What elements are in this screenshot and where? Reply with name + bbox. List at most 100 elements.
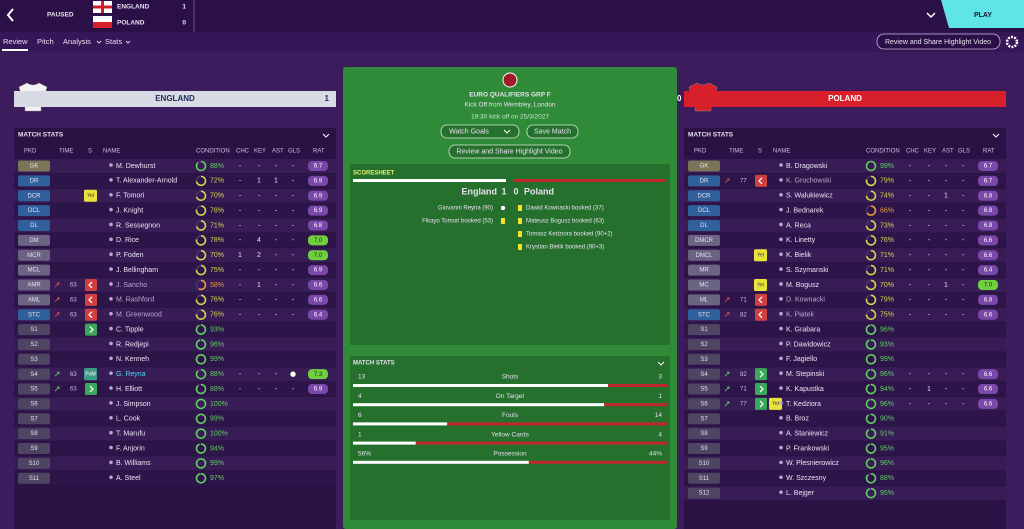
player-row[interactable]: [14, 382, 336, 397]
condition: 73%: [880, 222, 894, 229]
player-row[interactable]: [684, 307, 1006, 322]
player-row[interactable]: [14, 307, 336, 322]
player-row[interactable]: [14, 456, 336, 471]
collapse[interactable]: [322, 133, 330, 138]
button[interactable]: [448, 144, 571, 159]
player-row[interactable]: [14, 426, 336, 441]
share-button[interactable]: [876, 33, 1001, 50]
condition: 88%: [210, 386, 224, 393]
player-row[interactable]: [684, 263, 1006, 278]
player-row[interactable]: [684, 337, 1006, 352]
section-title: MATCH STATS: [18, 132, 64, 139]
scoresheet-title: SCORESHEET: [353, 171, 395, 177]
player-row[interactable]: [684, 277, 1006, 292]
player-row[interactable]: [684, 188, 1006, 203]
tab[interactable]: Analysis: [63, 37, 91, 46]
player-row[interactable]: [684, 486, 1006, 501]
player-row[interactable]: [14, 159, 336, 173]
rating: 6.8: [984, 297, 993, 303]
player-row[interactable]: [684, 426, 1006, 441]
condition-ring: [195, 205, 207, 216]
player-row[interactable]: [684, 322, 1006, 337]
stat-ast: -: [275, 282, 278, 289]
tab[interactable]: Review: [3, 37, 28, 46]
stat-key: 1: [257, 178, 261, 185]
rating: 6.9: [314, 193, 323, 199]
player-row[interactable]: [684, 248, 1006, 263]
player-icon: [109, 386, 113, 390]
player-row[interactable]: [14, 263, 336, 278]
stat-gls: -: [962, 193, 965, 200]
back-button[interactable]: [6, 8, 14, 22]
player-row[interactable]: [14, 352, 336, 367]
condition: 74%: [880, 193, 894, 200]
watch-dropdown[interactable]: [503, 129, 511, 134]
stat-ast: -: [275, 193, 278, 200]
player-name: K. Grabara: [786, 326, 820, 333]
tab[interactable]: Stats: [105, 37, 122, 46]
player-row[interactable]: [14, 411, 336, 426]
player-row[interactable]: [14, 337, 336, 352]
condition-ring: [865, 443, 877, 454]
condition-ring: [865, 339, 877, 350]
player-row[interactable]: [684, 382, 1006, 397]
player-row[interactable]: [14, 203, 336, 218]
condition-ring: [865, 368, 877, 380]
player-row[interactable]: [684, 233, 1006, 248]
player-row[interactable]: [14, 322, 336, 337]
player-row[interactable]: [684, 456, 1006, 471]
player-row[interactable]: [684, 441, 1006, 456]
player-row[interactable]: [684, 396, 1006, 411]
condition: 93%: [880, 341, 894, 348]
sub-icon: [85, 293, 97, 306]
player-row[interactable]: [14, 248, 336, 263]
player-row[interactable]: [14, 218, 336, 233]
player-row[interactable]: [684, 292, 1006, 307]
player-name: T. Marufu: [116, 431, 145, 438]
player-row[interactable]: [684, 159, 1006, 173]
condition-ring: [195, 398, 207, 410]
tab[interactable]: Pitch: [37, 37, 54, 46]
position-badge: [688, 383, 720, 395]
condition: 88%: [880, 475, 894, 482]
player-row[interactable]: [14, 233, 336, 248]
settings[interactable]: [1005, 35, 1019, 49]
home-event: Fikayo Tomori booked (53): [422, 219, 493, 225]
stat-ast: 1: [944, 193, 948, 200]
play-label: PLAY: [974, 12, 992, 19]
position-badge: [688, 279, 720, 291]
player-row[interactable]: [684, 411, 1006, 426]
condition-ring: [865, 175, 877, 187]
stat-name: On Target: [496, 393, 525, 400]
button[interactable]: [526, 124, 579, 139]
dropdown[interactable]: [926, 12, 936, 19]
collapse[interactable]: [657, 361, 665, 366]
player-row[interactable]: [684, 203, 1006, 218]
player-row[interactable]: [14, 471, 336, 486]
sub-icon: [755, 383, 767, 396]
player-row[interactable]: [684, 367, 1006, 382]
position-badge: [18, 309, 50, 321]
sub-time: 63: [70, 312, 77, 318]
position: S3: [700, 357, 708, 363]
player-row[interactable]: [14, 441, 336, 456]
player-row[interactable]: [14, 188, 336, 203]
player-row[interactable]: [14, 173, 336, 188]
button[interactable]: [440, 124, 520, 139]
player-row[interactable]: [684, 173, 1006, 188]
player-row[interactable]: [14, 277, 336, 292]
player-row[interactable]: [684, 471, 1006, 486]
collapse[interactable]: [992, 133, 1000, 138]
position-badge: [688, 175, 720, 187]
rating-badge: [978, 235, 998, 246]
player-row[interactable]: [14, 292, 336, 307]
player-row[interactable]: [684, 218, 1006, 233]
team-name: ENGLAND: [155, 94, 195, 103]
player-row[interactable]: [14, 396, 336, 411]
rating: 6.6: [984, 312, 993, 318]
condition: 99%: [880, 356, 894, 363]
condition: 93%: [210, 326, 224, 333]
play-button[interactable]: [941, 0, 1024, 28]
player-row[interactable]: [14, 367, 336, 382]
player-row[interactable]: [684, 352, 1006, 367]
